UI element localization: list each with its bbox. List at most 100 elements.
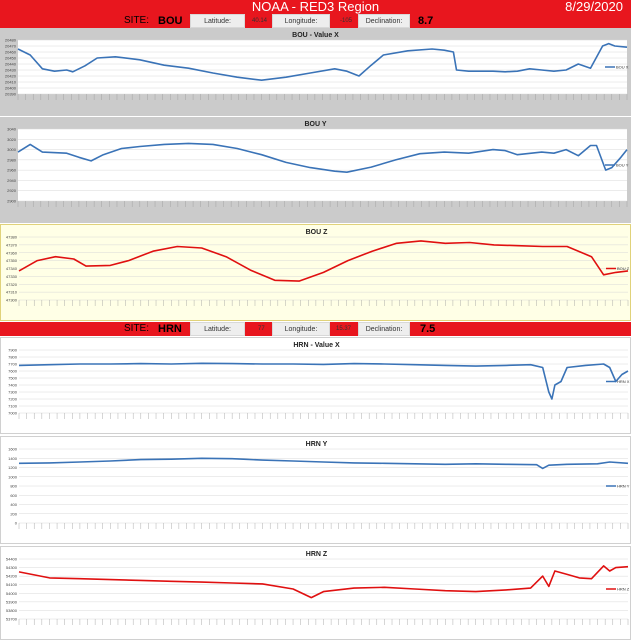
site-code: BOU xyxy=(158,15,183,27)
declination-value: 8.7 xyxy=(418,15,434,27)
y-tick-label: 600 xyxy=(10,493,17,498)
y-tick-label: 54400 xyxy=(6,557,18,562)
y-tick-label: 20450 xyxy=(5,56,17,61)
y-tick-label: 47380 xyxy=(6,235,18,240)
chart-panel-bou-z: BOU Z 47380 47370 47360 47350 47340 47330 47320… xyxy=(0,224,631,321)
chart-panel-bou-y: BOU Y 3040 3020 3000 2980 2960 2940 2920 2900 BOU… xyxy=(0,117,631,223)
y-tick-label: 54000 xyxy=(6,591,18,596)
plot-area xyxy=(19,350,628,413)
y-tick-label: 7100 xyxy=(8,404,18,409)
y-tick-label: 2900 xyxy=(7,199,17,204)
declination-label: Declination: xyxy=(358,14,410,28)
y-tick-label: 7000 xyxy=(8,411,18,416)
chart-title: HRN Z xyxy=(306,551,328,558)
chart-title: BOU Y xyxy=(304,121,326,128)
y-tick-label: 20440 xyxy=(5,62,17,67)
series-line xyxy=(18,457,629,470)
y-tick-label: 54300 xyxy=(6,565,18,570)
y-tick-label: 47350 xyxy=(6,258,18,263)
chart-panel-hrn-z: HRN Z 54400 54300 54200 54100 54000 53900 53800… xyxy=(0,546,631,640)
legend-label: BOU X xyxy=(616,65,629,70)
page-date: 8/29/2020 xyxy=(565,0,623,14)
plot-area xyxy=(19,559,628,619)
y-tick-label: 1000 xyxy=(8,474,18,479)
declination-label: Declination: xyxy=(358,322,410,336)
y-tick-label: 2960 xyxy=(7,168,17,173)
legend-label: HRN X xyxy=(617,379,630,384)
y-tick-label: 7800 xyxy=(8,355,18,360)
y-tick-label: 3040 xyxy=(7,127,17,132)
y-tick-label: 0 xyxy=(15,521,18,526)
chart-panel-hrn-y: HRN Y 1600 1400 1200 1000 800 600 400 200 0 HRN Y xyxy=(0,436,631,544)
y-tick-label: 7900 xyxy=(8,348,18,353)
y-tick-label: 400 xyxy=(10,502,17,507)
y-tick-label: 54100 xyxy=(6,582,18,587)
site-label: SITE: xyxy=(124,323,150,334)
series-line xyxy=(18,240,629,282)
longitude-label: Longitude: xyxy=(272,14,330,28)
y-tick-label: 20430 xyxy=(5,68,17,73)
y-tick-label: 53700 xyxy=(6,617,18,622)
chart-title: HRN Y xyxy=(306,441,328,448)
legend-label: BOU Y xyxy=(616,163,629,168)
y-tick-label: 53900 xyxy=(6,599,18,604)
declination-value: 7.5 xyxy=(420,323,436,335)
y-tick-label: 20390 xyxy=(5,92,17,97)
title-bar: NOAA - RED3 Region 8/29/2020 xyxy=(0,0,631,14)
site-row-bou: SITE: BOU Latitude: 40.14 Longitude: -10… xyxy=(0,14,631,28)
y-tick-label: 3000 xyxy=(7,147,17,152)
y-tick-label: 7300 xyxy=(8,390,18,395)
series-line xyxy=(17,42,628,82)
y-tick-label: 54200 xyxy=(6,574,18,579)
y-tick-label: 47320 xyxy=(6,282,18,287)
latitude-value: 40.14 xyxy=(252,18,268,24)
y-tick-label: 7500 xyxy=(8,376,18,381)
legend-label: BOU Z xyxy=(617,266,630,271)
y-tick-label: 47300 xyxy=(6,298,18,303)
y-tick-label: 20480 xyxy=(5,38,17,43)
page-title: NOAA - RED3 Region xyxy=(251,0,380,14)
series-line xyxy=(18,565,629,599)
y-tick-label: 20460 xyxy=(5,50,17,55)
y-tick-label: 47370 xyxy=(6,242,18,247)
chart-panel-hrn-x: HRN - Value X 7900 7800 7700 7600 7500 7400 730… xyxy=(0,337,631,434)
y-tick-label: 800 xyxy=(10,484,17,489)
y-tick-label: 2980 xyxy=(7,157,17,162)
longitude-label: Longitude: xyxy=(272,322,330,336)
y-tick-label: 2940 xyxy=(7,178,17,183)
y-tick-label: 1200 xyxy=(8,465,18,470)
y-tick-label: 20410 xyxy=(5,80,17,85)
chart-title: BOU - Value X xyxy=(292,32,339,39)
chart-bou-y: BOU Y 3040 3020 3000 2980 2960 2940 2920 2900 BOU… xyxy=(7,121,629,207)
y-tick-label: 7200 xyxy=(8,397,18,402)
longitude-value: 15.37 xyxy=(336,326,352,332)
y-tick-label: 3020 xyxy=(7,137,17,142)
y-tick-label: 47360 xyxy=(6,250,18,255)
chart-title: BOU Z xyxy=(306,229,329,236)
y-tick-label: 47340 xyxy=(6,266,18,271)
plot-area xyxy=(18,40,627,94)
latitude-label: Latitude: xyxy=(190,14,245,28)
legend-label: HRN Y xyxy=(617,484,630,489)
y-tick-label: 20420 xyxy=(5,74,17,79)
y-tick-label: 1400 xyxy=(8,456,18,461)
latitude-label: Latitude: xyxy=(190,322,245,336)
y-tick-label: 1600 xyxy=(8,447,18,452)
y-tick-label: 20400 xyxy=(5,86,17,91)
y-tick-label: 47310 xyxy=(6,290,18,295)
y-tick-label: 7600 xyxy=(8,369,18,374)
series-line xyxy=(18,362,629,400)
series-line xyxy=(17,142,628,174)
y-tick-label: 2920 xyxy=(7,188,17,193)
legend-label: HRN Z xyxy=(617,587,630,592)
chart-bou-x: BOU - Value X204802047020460204502044020… xyxy=(5,32,629,100)
site-label: SITE: xyxy=(124,15,150,26)
y-tick-label: 53800 xyxy=(6,608,18,613)
y-tick-label: 200 xyxy=(10,511,17,516)
chart-hrn-y: HRN Y 1600 1400 1200 1000 800 600 400 200 0 HRN Y xyxy=(8,441,630,529)
y-tick-label: 7400 xyxy=(8,383,18,388)
chart-bou-z: BOU Z 47380 47370 47360 47350 47340 47330 47320… xyxy=(6,229,630,306)
chart-hrn-z: HRN Z 54400 54300 54200 54100 54000 53900 53800… xyxy=(6,551,630,625)
y-tick-label: 7700 xyxy=(8,362,18,367)
y-tick-label: 20470 xyxy=(5,44,17,49)
